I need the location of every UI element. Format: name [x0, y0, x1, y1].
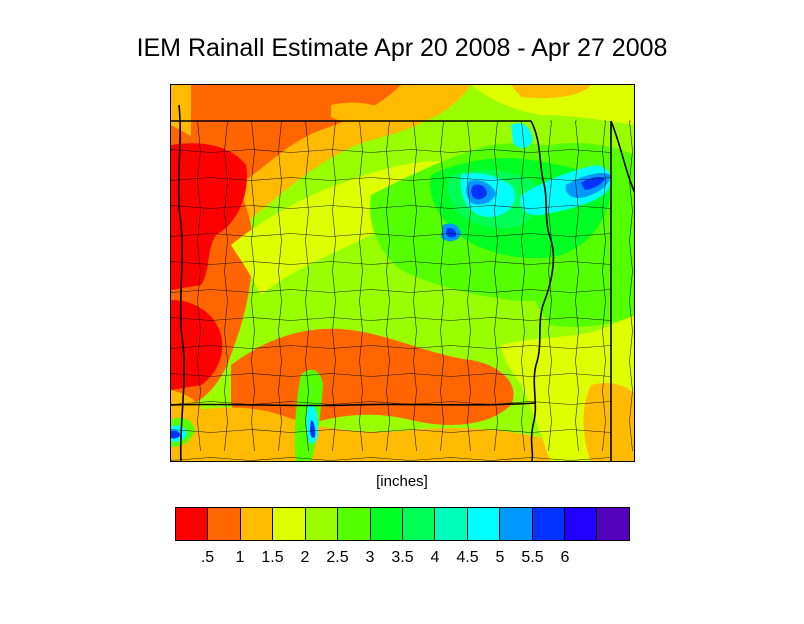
legend-swatch: [565, 508, 598, 540]
legend-tick-label: 3.5: [391, 549, 414, 566]
zone-south-blue: [310, 420, 316, 438]
legend-swatch: [273, 508, 306, 540]
county-line-horizontal: [171, 149, 612, 153]
legend-swatch: [435, 508, 468, 540]
county-line-horizontal: [171, 233, 612, 237]
rainfall-map: [170, 84, 635, 462]
legend-swatch: [370, 508, 403, 540]
county-line-vertical: [629, 120, 633, 452]
county-grid: [171, 120, 633, 461]
county-line-vertical: [494, 120, 498, 452]
zone-top-amber-patch: [331, 102, 386, 123]
legend-swatch: [500, 508, 533, 540]
legend-swatch: [338, 508, 371, 540]
county-line-horizontal: [171, 373, 612, 377]
county-line-vertical: [251, 120, 255, 452]
county-line-vertical: [602, 120, 606, 452]
zone-mid-blue: [446, 227, 457, 238]
zone-north-cyan: [511, 123, 533, 148]
zone-west-red-north: [171, 143, 247, 290]
county-line-horizontal: [171, 177, 612, 181]
state-borders: [171, 104, 634, 461]
zone-se-amber: [583, 383, 634, 461]
legend-swatch: [176, 508, 209, 540]
legend-tick-labels: .5 1 1.5 2 2.5 3 3.5 4 4.5 5 5.5 6: [175, 549, 630, 569]
legend-tick-label: 5: [495, 549, 505, 566]
state-border-iowa-south: [171, 402, 537, 407]
legend-tick-label: 6: [560, 549, 570, 566]
zone-east-green: [530, 236, 634, 327]
county-line-vertical: [278, 120, 282, 452]
county-line-horizontal: [171, 205, 612, 209]
county-line-vertical: [332, 120, 336, 452]
county-line-vertical: [575, 120, 579, 452]
county-line-horizontal: [171, 317, 612, 321]
legend-tick-label: 2.5: [326, 549, 349, 566]
county-line-horizontal: [171, 429, 612, 433]
legend-tick-label: 1.5: [261, 549, 284, 566]
state-border-mississippi: [530, 120, 555, 461]
zone-south-center-orange: [393, 358, 456, 393]
zone-top-right-amber: [511, 85, 591, 99]
legend-tick-label: 1: [235, 549, 245, 566]
legend-tick-label: .5: [200, 549, 215, 566]
legend-tick-label: 5.5: [521, 549, 544, 566]
legend-swatch: [208, 508, 241, 540]
legend-tick-label: 3: [365, 549, 375, 566]
legend-swatch: [467, 508, 501, 540]
color-legend: [175, 507, 630, 541]
county-line-vertical: [224, 120, 228, 452]
county-line-horizontal: [171, 345, 612, 349]
state-border-lake: [610, 120, 634, 193]
county-line-vertical: [197, 120, 201, 452]
county-line-vertical: [521, 120, 525, 452]
county-line-vertical: [413, 120, 417, 452]
legend-tick-label: 4: [430, 549, 440, 566]
county-line-horizontal: [171, 289, 612, 293]
legend-swatch: [305, 508, 339, 540]
legend-tick-label: 4.5: [456, 549, 479, 566]
zone-sw-blue: [171, 430, 181, 439]
legend-swatch: [240, 508, 274, 540]
county-line-horizontal: [171, 457, 612, 461]
zone-top-right-yellow: [471, 85, 634, 125]
units-label: [inches]: [376, 473, 428, 490]
legend-swatch: [597, 508, 629, 540]
county-line-vertical: [386, 120, 390, 452]
state-border-west: [177, 104, 185, 461]
map-title: IEM Rainall Estimate Apr 20 2008 - Apr 2…: [136, 34, 668, 62]
county-line-horizontal: [171, 261, 612, 265]
legend-swatch: [532, 508, 566, 540]
county-line-vertical: [359, 120, 363, 452]
legend-tick-label: 2: [300, 549, 310, 566]
county-line-vertical: [440, 120, 444, 452]
zone-ne-blue: [581, 176, 605, 190]
county-line-horizontal: [171, 401, 612, 405]
legend-swatch: [402, 508, 436, 540]
zone-center-blue: [471, 184, 487, 200]
